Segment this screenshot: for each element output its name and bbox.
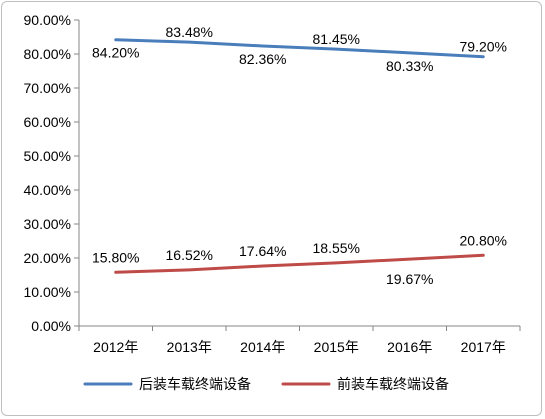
x-tick-label: 2012年 xyxy=(93,339,138,355)
y-tick-label: 40.00% xyxy=(24,182,71,198)
legend: 后装车载终端设备 前装车载终端设备 xyxy=(83,376,449,392)
y-tick-labels: 0.00% 10.00% 20.00% 30.00% 40.00% 50.00% 60.00… xyxy=(24,12,71,334)
series-lines xyxy=(114,38,485,274)
data-label: 82.36% xyxy=(239,51,286,67)
data-label: 80.33% xyxy=(386,58,433,74)
data-label: 81.45% xyxy=(313,31,360,47)
y-tick-label: 70.00% xyxy=(24,80,71,96)
x-tick-label: 2017年 xyxy=(461,339,506,355)
data-label: 19.67% xyxy=(386,271,433,287)
y-tick-label: 10.00% xyxy=(24,284,71,300)
axes xyxy=(74,19,521,331)
y-tick-label: 90.00% xyxy=(24,12,71,28)
series-line-1 xyxy=(114,38,485,59)
x-tick-labels: 2012年 2013年 2014年 2015年 2016年 2017年 xyxy=(93,339,506,355)
data-label: 15.80% xyxy=(92,249,139,265)
y-tick-label: 0.00% xyxy=(31,318,71,334)
data-label: 83.48% xyxy=(166,24,213,40)
x-tick-label: 2015年 xyxy=(314,339,359,355)
x-tick-label: 2013年 xyxy=(167,339,212,355)
x-tick-label: 2016年 xyxy=(387,339,432,355)
data-label: 79.20% xyxy=(460,39,507,55)
data-labels: 84.20% 83.48% 82.36% 81.45% 80.33% 79.20% 15.8… xyxy=(92,24,507,287)
x-tick-label: 2014年 xyxy=(240,339,285,355)
series-line-2 xyxy=(114,253,485,274)
legend-label-1: 后装车载终端设备 xyxy=(139,376,251,392)
y-tick-label: 50.00% xyxy=(24,148,71,164)
y-tick-label: 60.00% xyxy=(24,114,71,130)
data-label: 17.64% xyxy=(239,243,286,259)
data-label: 20.80% xyxy=(460,232,507,248)
legend-label-2: 前装车载终端设备 xyxy=(337,376,449,392)
data-label: 18.55% xyxy=(313,240,360,256)
y-tick-label: 80.00% xyxy=(24,46,71,62)
y-tick-label: 30.00% xyxy=(24,216,71,232)
y-tick-label: 20.00% xyxy=(24,250,71,266)
data-label: 16.52% xyxy=(166,247,213,263)
data-label: 84.20% xyxy=(92,45,139,61)
